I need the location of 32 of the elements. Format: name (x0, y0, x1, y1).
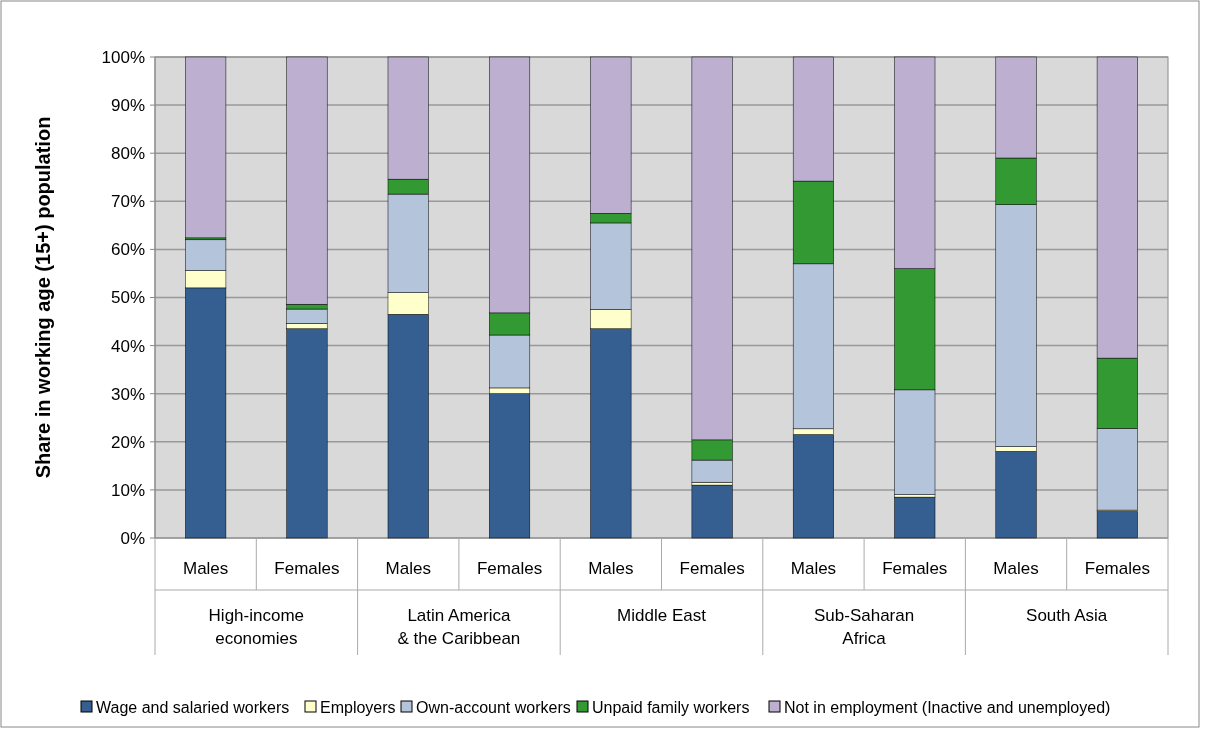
y-axis-title: Share in working age (15+) population (32, 116, 54, 479)
legend-label: Employers (320, 698, 396, 716)
y-tick-label: 90% (110, 96, 145, 116)
x-tick-label: Males (993, 559, 1039, 578)
legend-label: Own-account workers (416, 698, 571, 716)
y-tick-label: 60% (110, 240, 145, 260)
x-tick-label: Males (385, 559, 431, 578)
x-tick-label: Females (274, 559, 340, 578)
text: South Asia (1026, 606, 1108, 625)
y-tick-label: 10% (110, 480, 145, 500)
x-tick-label: Males (182, 559, 229, 578)
legend-label: Wage and salaried workers (96, 698, 290, 716)
y-tick-label: 80% (110, 144, 145, 164)
x-tick-label: Males (588, 559, 634, 578)
text: High-income economies (208, 606, 305, 648)
text: Sub-Saharan Africa (814, 606, 915, 648)
x-tick-label: Males (790, 559, 837, 578)
y-tick-label: 20% (110, 432, 145, 452)
y-tick-label: 30% (110, 384, 145, 404)
legend-label: Unpaid family workers (592, 698, 750, 716)
y-tick-label: 100% (101, 47, 145, 67)
x-tick-label: Females (476, 559, 543, 578)
text: Latin America & the Caribbean (397, 606, 521, 648)
legend-label: Not in employment (Inactive and unemployed) (784, 698, 1111, 716)
x-tick-label: Females (1084, 559, 1150, 578)
x-tick-label: Females (679, 559, 745, 578)
y-tick-label: 40% (110, 336, 145, 356)
y-tick-label: 70% (110, 192, 145, 212)
text: Middle East (617, 606, 707, 625)
y-tick-label: 0% (120, 528, 145, 548)
x-tick-label: Females (882, 559, 948, 578)
y-tick-label: 50% (110, 288, 145, 308)
